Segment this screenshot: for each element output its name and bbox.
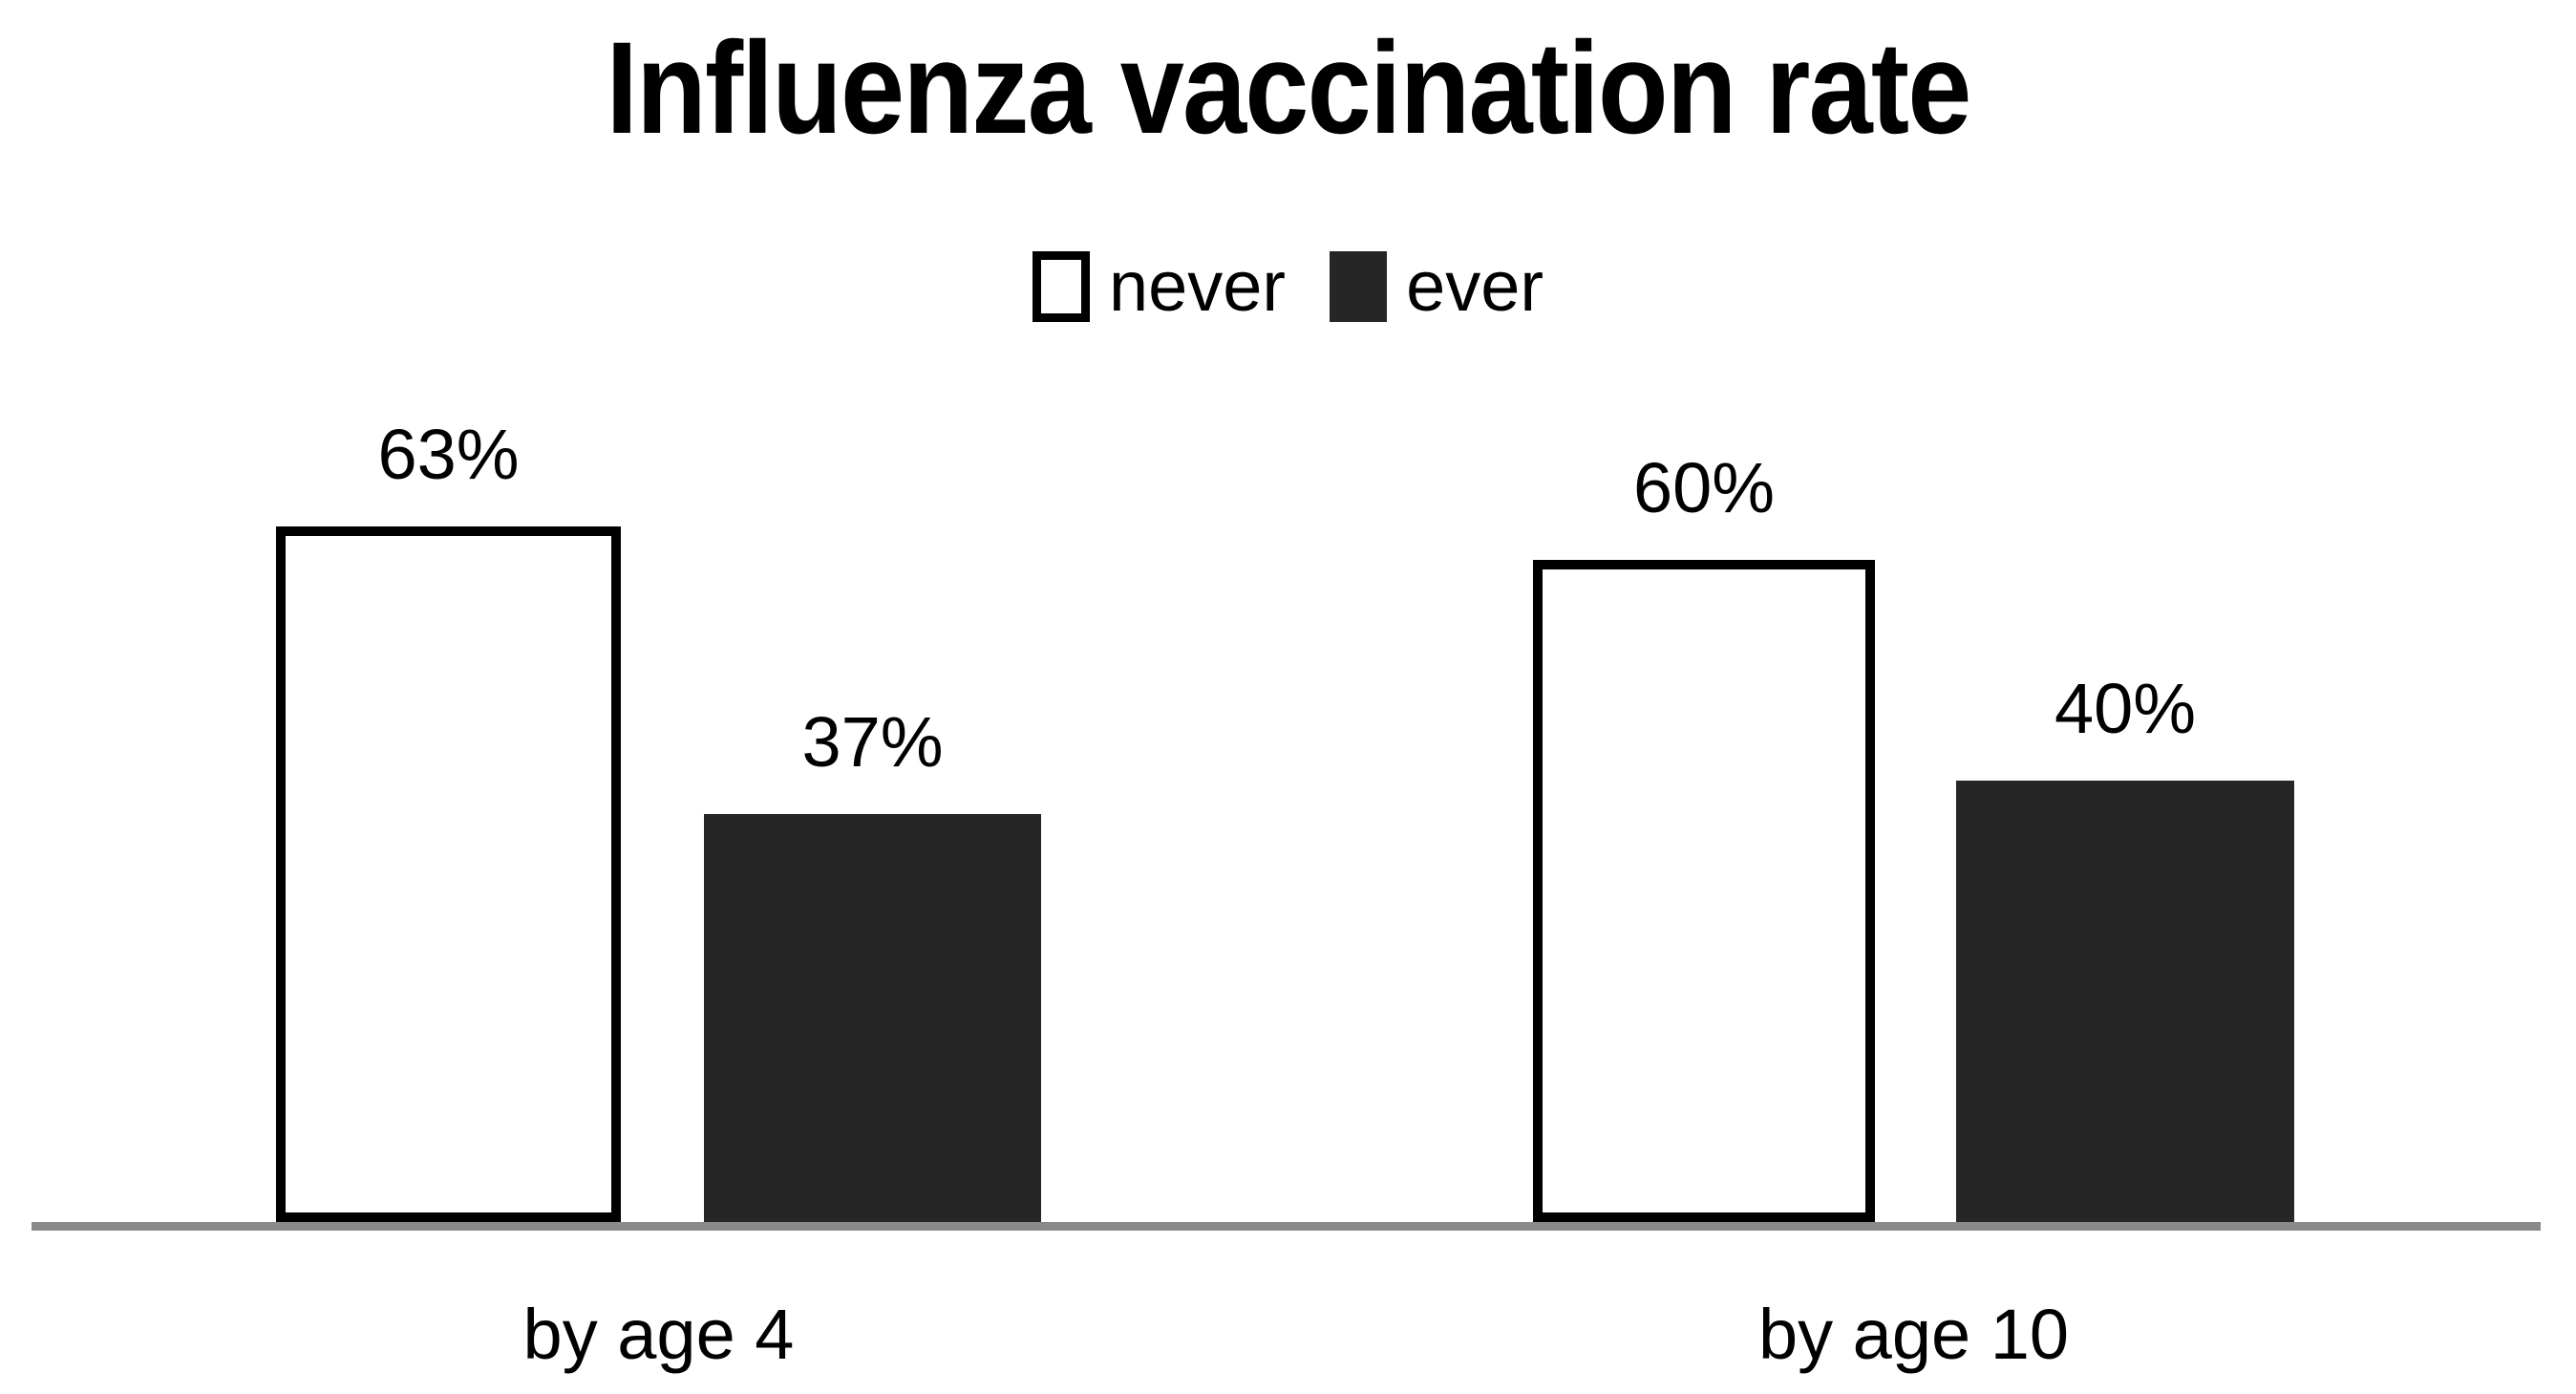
bar-never-age10 bbox=[1533, 560, 1875, 1222]
legend-label-ever: ever bbox=[1406, 247, 1544, 326]
chart-title: Influenza vaccination rate bbox=[606, 15, 1971, 161]
value-label-ever-age4: 37% bbox=[801, 702, 944, 782]
legend-item-never: never bbox=[1032, 247, 1287, 326]
legend: never ever bbox=[0, 241, 2576, 332]
legend-swatch-never-icon bbox=[1032, 251, 1090, 322]
value-label-ever-age10: 40% bbox=[2054, 669, 2197, 748]
value-label-never-age4: 63% bbox=[377, 415, 520, 494]
bar-ever-age4 bbox=[704, 814, 1041, 1222]
legend-item-ever: ever bbox=[1330, 251, 1543, 322]
value-label-never-age10: 60% bbox=[1632, 448, 1776, 527]
legend-swatch-ever-icon bbox=[1330, 251, 1388, 322]
legend-label-never: never bbox=[1108, 247, 1287, 326]
bar-ever-age10 bbox=[1956, 781, 2294, 1222]
bar-never-age4 bbox=[276, 526, 621, 1222]
category-label-age4: by age 4 bbox=[522, 1295, 795, 1374]
x-axis-line bbox=[32, 1222, 2541, 1231]
category-label-age10: by age 10 bbox=[1757, 1295, 2070, 1374]
